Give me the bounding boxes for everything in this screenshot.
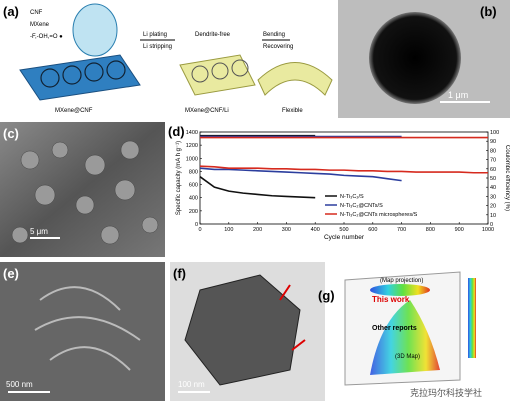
text: MXene (30, 22, 50, 28)
flakes (34, 286, 141, 371)
scale-label: 5 μm (30, 227, 48, 236)
y-tick-label: 800 (189, 169, 198, 175)
data-line (199, 167, 402, 182)
scale-label: 100 nm (178, 380, 205, 389)
caption: MXene@CNF/Li (185, 108, 229, 114)
text: Li stripping (143, 44, 172, 50)
fibers (191, 59, 249, 83)
caption: MXene@CNF (55, 108, 93, 114)
scale-label: 500 nm (6, 380, 33, 389)
y2-tick-label: 60 (490, 167, 496, 173)
panel-label: (b) (480, 4, 497, 19)
y2-tick-label: 0 (490, 222, 493, 228)
x-tick-label: 500 (339, 227, 348, 233)
y2-tick-label: 50 (490, 176, 496, 182)
legend-label: N-Ti₃C₂@CNTs microspheres/S (340, 212, 418, 218)
y-tick-label: 400 (189, 196, 198, 202)
y2-tick-label: 10 (490, 213, 496, 219)
text: Li plating (143, 32, 167, 38)
panel-label: (g) (318, 288, 335, 303)
panel-b: (b) 1 μm (338, 0, 510, 118)
panel-label: (f) (173, 266, 186, 281)
panel-label: (d) (168, 124, 185, 139)
x-tick-label: 1000 (482, 227, 494, 233)
mxene-cnf-li-schematic (179, 54, 256, 96)
panel-a: (a) CNF MXene -F,-OH,=O ● MXene@CNF Li p… (3, 3, 333, 114)
text: Dendrite-free (195, 32, 231, 38)
y-tick-label: 600 (189, 183, 198, 189)
mxene-cnf-schematic (19, 54, 141, 101)
x-tick-label: 100 (224, 227, 233, 233)
arrow (279, 284, 291, 301)
text: -F,-OH,=O ● (30, 34, 63, 40)
text: (Map projection) (380, 278, 423, 284)
text: (3D Map) (395, 354, 420, 360)
particle (369, 12, 461, 104)
y2-tick-label: 30 (490, 194, 496, 200)
zoom-circle (72, 3, 118, 57)
y2-axis-label: Coulombic efficiency (%) (504, 145, 510, 211)
panel-label: (c) (3, 126, 19, 141)
particles (11, 140, 159, 245)
legend-label: N-Ti₃C₂@CNTs/S (340, 203, 383, 209)
y2-tick-label: 40 (490, 185, 496, 191)
panel-g: (g) (Map projection) This work Other rep… (318, 271, 482, 398)
arrow (291, 339, 306, 351)
y-tick-label: 200 (189, 209, 198, 215)
y-axis-label: Specific capacity (mA h g⁻¹) (176, 141, 182, 215)
y-tick-label: 1400 (186, 130, 198, 136)
y-tick-label: 1000 (186, 156, 198, 162)
x-tick-label: 200 (253, 227, 262, 233)
watermark: 克拉玛尔科技学社 (410, 387, 482, 398)
x-tick-label: 0 (198, 227, 201, 233)
panel-d: (d) 0 100 200 300 400 500 600 700 800 900 10000200… (168, 124, 510, 241)
text: Recovering (263, 44, 293, 50)
x-tick-label: 700 (397, 227, 406, 233)
panel-f: (f) 100 nm (170, 262, 325, 401)
flexible-schematic (257, 62, 333, 96)
legend-label: N-Ti₃C₂/S (340, 194, 364, 200)
y2-tick-label: 80 (490, 148, 496, 154)
y-tick-label: 1200 (186, 143, 198, 149)
y2-tick-label: 70 (490, 158, 496, 164)
x-tick-label: 800 (426, 227, 435, 233)
data-line (199, 165, 488, 174)
text: CNF (30, 10, 43, 16)
data-line (199, 176, 316, 199)
x-axis-label: Cycle number (324, 234, 365, 241)
panel-label: (a) (3, 4, 19, 19)
surface (370, 300, 440, 375)
colorbar (468, 278, 476, 358)
x-tick-label: 600 (368, 227, 377, 233)
y2-tick-label: 20 (490, 204, 496, 210)
sem-image (0, 262, 165, 401)
map-projection (370, 284, 430, 296)
caption: Flexible (282, 108, 303, 114)
x-tick-label: 900 (455, 227, 464, 233)
panel-label: (e) (3, 266, 19, 281)
y2-tick-label: 100 (490, 130, 499, 136)
y2-tick-label: 90 (490, 139, 496, 145)
fibers (40, 60, 126, 88)
x-tick-label: 300 (282, 227, 291, 233)
text: Bending (263, 32, 285, 38)
plot-area (199, 131, 489, 225)
text: Other reports (372, 325, 417, 332)
panel-c: (c) 5 μm (0, 122, 165, 257)
y-tick-label: 0 (195, 222, 198, 228)
panel-e: (e) 500 nm (0, 262, 165, 401)
text: This work (372, 295, 410, 304)
particle (184, 274, 301, 386)
scale-label: 1 μm (448, 90, 468, 100)
x-tick-label: 400 (311, 227, 320, 233)
